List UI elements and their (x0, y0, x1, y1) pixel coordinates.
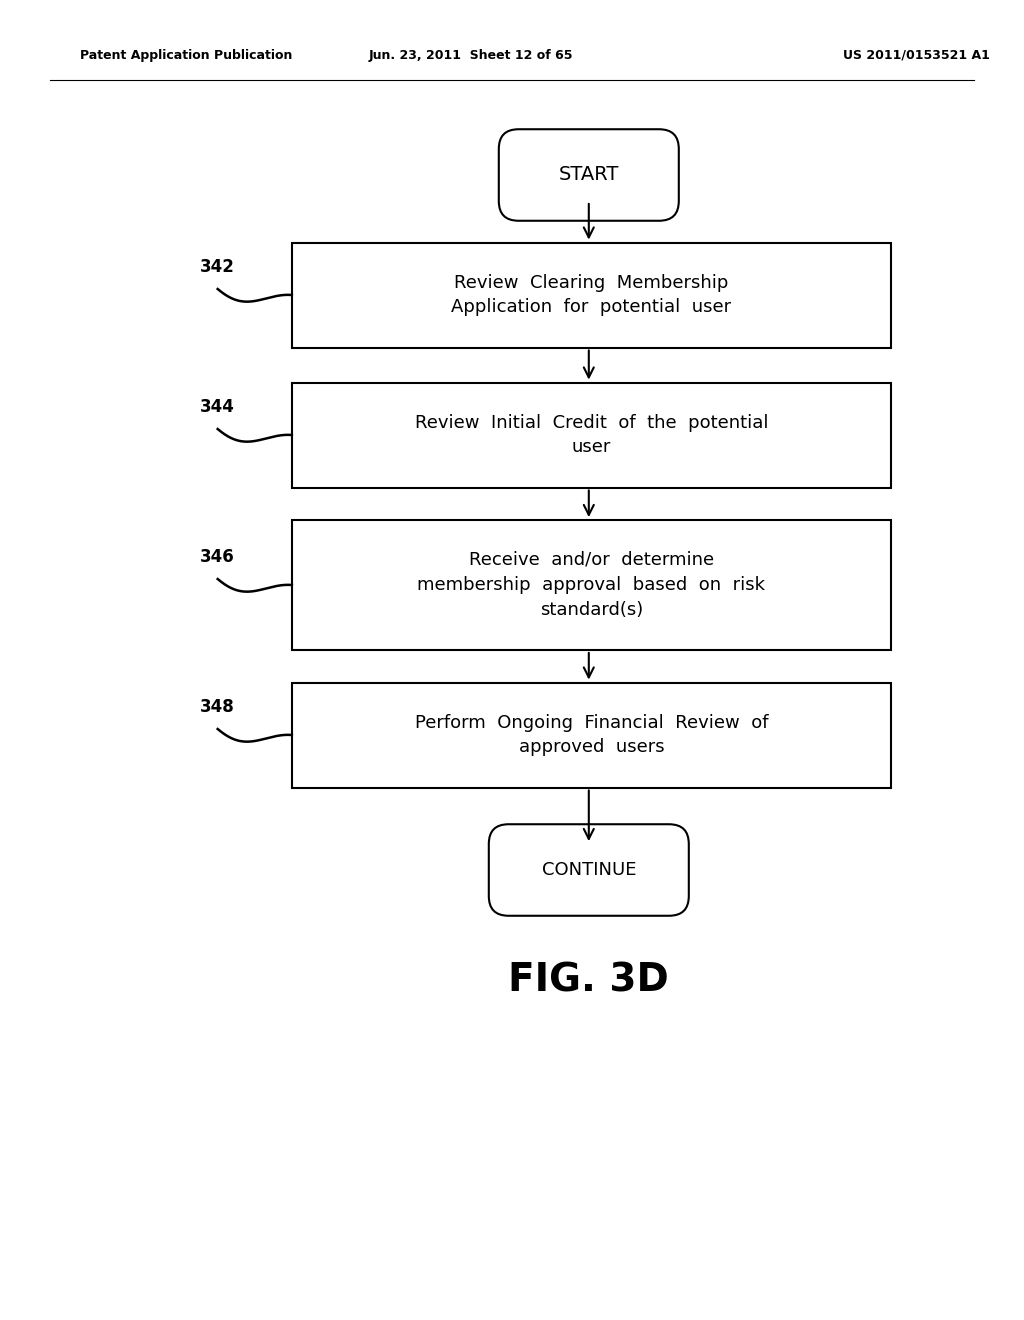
Text: Jun. 23, 2011  Sheet 12 of 65: Jun. 23, 2011 Sheet 12 of 65 (369, 49, 573, 62)
Text: Patent Application Publication: Patent Application Publication (80, 49, 293, 62)
Text: 348: 348 (200, 698, 234, 715)
Text: Perform  Ongoing  Financial  Review  of
approved  users: Perform Ongoing Financial Review of appr… (415, 714, 768, 756)
Text: Review  Clearing  Membership
Application  for  potential  user: Review Clearing Membership Application f… (452, 273, 731, 317)
Text: 344: 344 (200, 399, 234, 416)
Text: FIG. 3D: FIG. 3D (509, 961, 669, 999)
Text: Receive  and/or  determine
membership  approval  based  on  risk
standard(s): Receive and/or determine membership appr… (418, 550, 765, 619)
Text: 342: 342 (200, 257, 234, 276)
Bar (292, 682, 891, 788)
Text: START: START (559, 165, 618, 185)
Bar (292, 520, 891, 649)
Text: US 2011/0153521 A1: US 2011/0153521 A1 (843, 49, 990, 62)
FancyBboxPatch shape (499, 129, 679, 220)
Text: 346: 346 (200, 548, 234, 566)
Bar (292, 383, 891, 487)
FancyBboxPatch shape (488, 824, 689, 916)
Bar (292, 243, 891, 347)
Text: Review  Initial  Credit  of  the  potential
user: Review Initial Credit of the potential u… (415, 413, 768, 457)
Text: CONTINUE: CONTINUE (542, 861, 636, 879)
